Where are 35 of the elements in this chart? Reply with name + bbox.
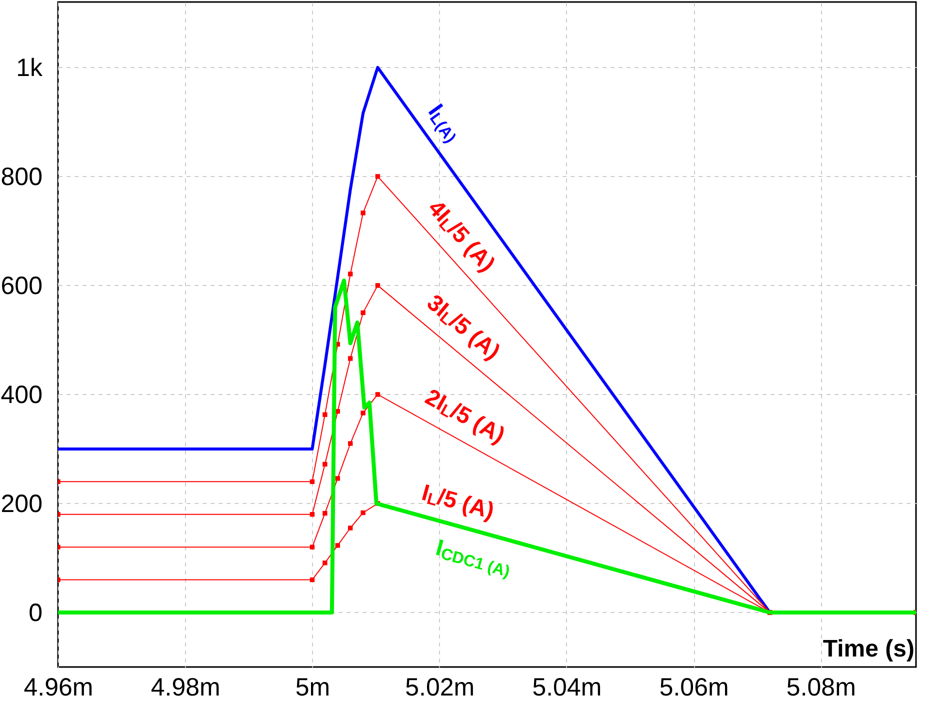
point	[375, 392, 380, 397]
y-tick-label: 0	[28, 598, 42, 627]
point	[322, 560, 328, 566]
point	[310, 577, 315, 582]
x-axis-title: Time (s)	[822, 636, 914, 662]
x-tick-label: 5.06m	[659, 674, 729, 702]
y-tick-label: 400	[0, 380, 42, 409]
point	[360, 210, 366, 216]
point	[360, 310, 366, 316]
y-tick-label: 1k	[16, 54, 43, 82]
point	[348, 441, 353, 446]
point	[310, 479, 315, 484]
point	[375, 174, 380, 179]
point	[360, 510, 366, 516]
x-tick-label: 5m	[295, 674, 330, 702]
y-tick-label: 200	[0, 490, 42, 518]
y-tick-label: 600	[0, 272, 42, 300]
x-tick-label: 5.02m	[405, 674, 475, 702]
x-tick-label: 5.08m	[786, 674, 856, 702]
point	[322, 412, 328, 417]
point	[375, 283, 380, 288]
point	[322, 510, 328, 516]
point	[335, 543, 340, 548]
point	[348, 526, 353, 530]
point	[335, 476, 340, 481]
y-tick-label: 800	[0, 162, 42, 191]
point	[348, 272, 353, 276]
point	[348, 356, 353, 361]
point	[360, 410, 366, 416]
point	[310, 512, 315, 517]
point	[310, 544, 315, 550]
x-tick-label: 4.96m	[24, 674, 94, 702]
x-tick-label: 5.04m	[532, 674, 602, 702]
point	[322, 462, 328, 467]
x-tick-label: 4.98m	[150, 674, 220, 702]
